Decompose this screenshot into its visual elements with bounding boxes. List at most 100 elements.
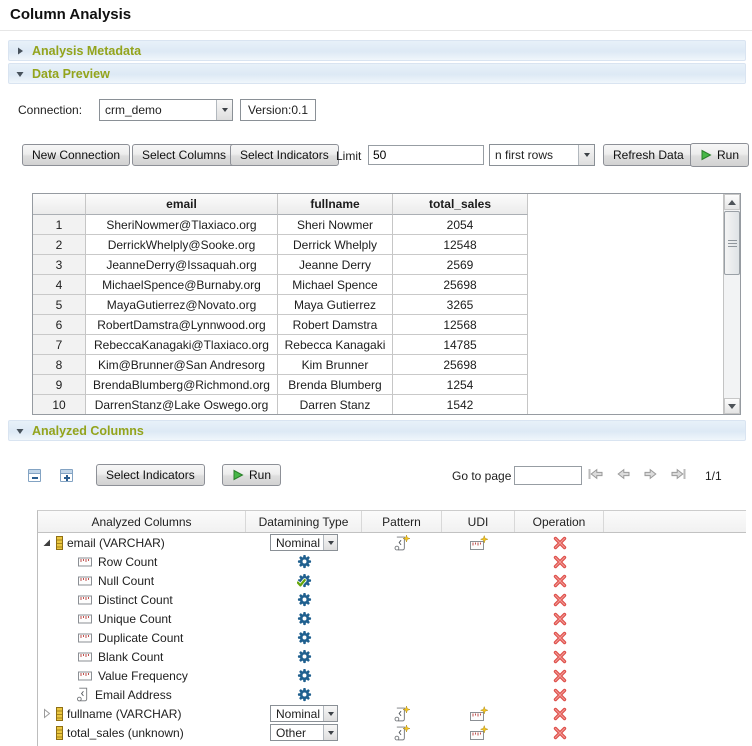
delete-operation-icon[interactable] bbox=[553, 726, 567, 740]
column-header-total-sales[interactable]: total_sales bbox=[393, 194, 528, 215]
tree-row-label: total_sales (unknown) bbox=[67, 725, 184, 740]
tree-expanded-icon[interactable] bbox=[41, 537, 52, 548]
last-page-icon[interactable] bbox=[670, 466, 688, 482]
collapse-all-icon[interactable] bbox=[28, 469, 41, 482]
row-number-header bbox=[33, 194, 86, 215]
datamining-type-combo[interactable]: Nominal bbox=[270, 534, 338, 551]
delete-operation-icon[interactable] bbox=[553, 688, 567, 702]
goto-page-input[interactable] bbox=[514, 466, 582, 485]
tree-row-indicator[interactable]: Email Address bbox=[38, 685, 746, 704]
table-row: 4 MichaelSpence@Burnaby.org Michael Spen… bbox=[33, 275, 740, 295]
table-row: 3 JeanneDerry@Issaquah.org Jeanne Derry … bbox=[33, 255, 740, 275]
delete-operation-icon[interactable] bbox=[553, 650, 567, 664]
limit-label: Limit bbox=[336, 149, 362, 163]
row-number: 3 bbox=[33, 255, 86, 275]
column-header-udi[interactable]: UDI bbox=[442, 511, 515, 532]
add-udi-icon[interactable] bbox=[470, 706, 488, 722]
chevron-down-icon[interactable] bbox=[323, 725, 337, 740]
select-indicators-button[interactable]: Select Indicators bbox=[230, 144, 339, 166]
delete-operation-icon[interactable] bbox=[553, 631, 567, 645]
delete-operation-icon[interactable] bbox=[553, 574, 567, 588]
limit-input[interactable] bbox=[368, 145, 484, 165]
tree-row-indicator[interactable]: Row Count bbox=[38, 552, 746, 571]
indicator-options-gear-icon[interactable] bbox=[297, 649, 312, 664]
chevron-down-icon[interactable] bbox=[216, 100, 232, 120]
indicator-options-gear-icon[interactable] bbox=[297, 611, 312, 626]
section-analyzed-columns[interactable]: Analyzed Columns bbox=[8, 420, 746, 441]
add-pattern-icon[interactable] bbox=[393, 706, 411, 722]
delete-operation-icon[interactable] bbox=[553, 612, 567, 626]
tree-row-column[interactable]: email (VARCHAR) Nominal bbox=[38, 533, 746, 552]
select-columns-button[interactable]: Select Columns bbox=[132, 144, 237, 166]
delete-operation-icon[interactable] bbox=[553, 707, 567, 721]
vertical-scrollbar[interactable] bbox=[723, 194, 740, 414]
refresh-data-button[interactable]: Refresh Data bbox=[603, 144, 694, 166]
section-expanded-icon[interactable] bbox=[15, 69, 25, 79]
new-connection-button[interactable]: New Connection bbox=[22, 144, 131, 166]
column-icon bbox=[56, 726, 63, 740]
tree-row-column[interactable]: total_sales (unknown) Other bbox=[38, 723, 746, 742]
column-header-pattern[interactable]: Pattern bbox=[362, 511, 442, 532]
rows-mode-combo[interactable]: n first rows bbox=[489, 144, 595, 166]
tree-collapsed-icon[interactable] bbox=[41, 708, 52, 719]
connection-combo[interactable]: crm_demo bbox=[99, 99, 233, 121]
add-udi-icon[interactable] bbox=[470, 535, 488, 551]
indicator-options-gear-icon[interactable] bbox=[297, 592, 312, 607]
rows-mode-value: n first rows bbox=[495, 148, 554, 162]
data-preview-table: email fullname total_sales 1 SheriNowmer… bbox=[32, 193, 741, 415]
row-number: 5 bbox=[33, 295, 86, 315]
column-header-fullname[interactable]: fullname bbox=[278, 194, 393, 215]
add-udi-icon[interactable] bbox=[470, 725, 488, 741]
next-page-icon[interactable] bbox=[642, 466, 660, 482]
chevron-down-icon[interactable] bbox=[323, 535, 337, 550]
indicator-options-gear-checked-icon[interactable] bbox=[297, 573, 312, 588]
section-expanded-icon[interactable] bbox=[15, 426, 25, 436]
first-page-icon[interactable] bbox=[586, 466, 604, 482]
column-header-operation[interactable]: Operation bbox=[515, 511, 604, 532]
cell-total-sales: 14785 bbox=[393, 335, 528, 355]
delete-operation-icon[interactable] bbox=[553, 593, 567, 607]
delete-operation-icon[interactable] bbox=[553, 669, 567, 683]
run-button[interactable]: Run bbox=[222, 464, 282, 486]
scrollbar-thumb[interactable] bbox=[724, 211, 740, 275]
scroll-up-icon[interactable] bbox=[724, 194, 740, 210]
tree-row-indicator[interactable]: Duplicate Count bbox=[38, 628, 746, 647]
chevron-down-icon[interactable] bbox=[578, 145, 594, 165]
tree-row-indicator[interactable]: Blank Count bbox=[38, 647, 746, 666]
select-indicators-button[interactable]: Select Indicators bbox=[96, 464, 205, 486]
datamining-type-combo[interactable]: Nominal bbox=[270, 705, 338, 722]
datamining-type-combo[interactable]: Other bbox=[270, 724, 338, 741]
delete-operation-icon[interactable] bbox=[553, 555, 567, 569]
indicator-options-gear-icon[interactable] bbox=[297, 630, 312, 645]
indicator-icon bbox=[78, 595, 92, 605]
add-pattern-icon[interactable] bbox=[393, 535, 411, 551]
cell-email: MichaelSpence@Burnaby.org bbox=[86, 275, 278, 295]
tree-row-indicator[interactable]: Unique Count bbox=[38, 609, 746, 628]
column-header-analyzed-columns[interactable]: Analyzed Columns bbox=[38, 511, 246, 532]
scroll-down-icon[interactable] bbox=[724, 398, 740, 414]
indicator-options-gear-icon[interactable] bbox=[297, 554, 312, 569]
tree-row-indicator[interactable]: Null Count bbox=[38, 571, 746, 590]
chevron-down-icon[interactable] bbox=[323, 706, 337, 721]
column-header-email[interactable]: email bbox=[86, 194, 278, 215]
delete-operation-icon[interactable] bbox=[553, 536, 567, 550]
run-play-icon bbox=[700, 149, 712, 161]
table-row: 9 BrendaBlumberg@Richmond.org Brenda Blu… bbox=[33, 375, 740, 395]
section-collapsed-icon[interactable] bbox=[15, 46, 25, 56]
tree-row-indicator[interactable]: Value Frequency bbox=[38, 666, 746, 685]
indicator-options-gear-icon[interactable] bbox=[297, 668, 312, 683]
expand-all-icon[interactable] bbox=[60, 469, 73, 482]
tree-row-indicator[interactable]: Distinct Count bbox=[38, 590, 746, 609]
indicator-label: Value Frequency bbox=[98, 668, 188, 683]
tree-row-label: email (VARCHAR) bbox=[67, 535, 165, 550]
column-header-datamining-type[interactable]: Datamining Type bbox=[246, 511, 362, 532]
previous-page-icon[interactable] bbox=[614, 466, 632, 482]
add-pattern-icon[interactable] bbox=[393, 725, 411, 741]
tree-row-column[interactable]: fullname (VARCHAR) Nominal bbox=[38, 704, 746, 723]
run-button[interactable]: Run bbox=[690, 143, 750, 167]
section-analysis-metadata[interactable]: Analysis Metadata bbox=[8, 40, 746, 61]
section-data-preview[interactable]: Data Preview bbox=[8, 63, 746, 84]
indicator-options-gear-icon[interactable] bbox=[297, 687, 312, 702]
version-box: Version:0.1 bbox=[240, 99, 317, 121]
cell-email: RebeccaKanagaki@Tlaxiaco.org bbox=[86, 335, 278, 355]
